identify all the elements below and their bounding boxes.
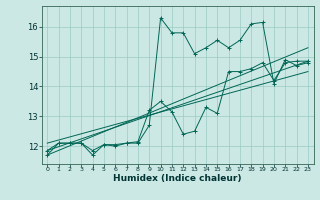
X-axis label: Humidex (Indice chaleur): Humidex (Indice chaleur) xyxy=(113,174,242,183)
